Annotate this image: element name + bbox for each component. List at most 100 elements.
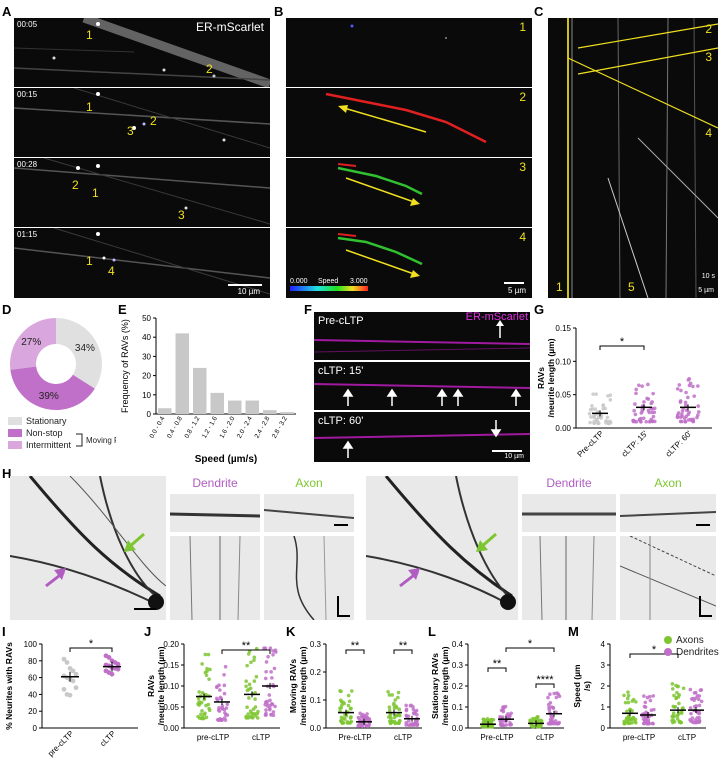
data-point — [678, 399, 683, 403]
data-point — [557, 720, 561, 725]
legend-label: Axons — [676, 635, 704, 646]
data-point — [509, 722, 514, 727]
data-point — [268, 646, 273, 650]
data-point — [697, 711, 702, 716]
neurite-image — [14, 18, 270, 87]
legend-swatch — [8, 429, 22, 437]
frame-f1: Pre-cLTP ER-mScarlet — [314, 312, 530, 360]
y-tick-label: 0.2 — [452, 682, 464, 691]
data-point — [642, 694, 646, 698]
data-point — [678, 415, 683, 419]
data-point — [271, 652, 275, 657]
data-point — [688, 687, 693, 692]
data-point — [633, 402, 637, 406]
x-tick-label: cLTP — [536, 733, 554, 742]
data-point — [411, 707, 416, 712]
data-point — [690, 716, 695, 720]
data-point — [406, 719, 411, 723]
data-point — [347, 699, 352, 704]
y-tick-label: 0.10 — [555, 357, 571, 366]
panel-b-tracks: 1 2 3 4 0.000 Speed 3.000 5 — [286, 18, 532, 298]
data-point — [689, 711, 693, 716]
data-point — [270, 676, 274, 680]
data-point — [222, 691, 227, 696]
frame-a2: 00:15 1 3 2 — [14, 88, 270, 157]
y-tick-label: 50 — [142, 314, 151, 323]
data-point — [406, 714, 411, 718]
frame-number: 4 — [519, 230, 526, 244]
data-point — [338, 706, 342, 711]
data-point — [349, 719, 354, 724]
x-tick-label: 1.2 - 1.6 — [201, 415, 219, 439]
frame-number: 1 — [519, 20, 526, 34]
track-number: 2 — [705, 22, 712, 36]
significance-label: **** — [536, 674, 554, 686]
data-point — [645, 396, 649, 401]
plot-group: 0 20 40 60 80 100 % Neurites with RAVs pre-cLTP… — [4, 638, 138, 758]
data-point — [397, 712, 401, 717]
data-point — [254, 674, 259, 679]
data-point — [548, 692, 552, 697]
data-point — [64, 660, 70, 665]
data-point — [223, 664, 228, 669]
data-point — [70, 668, 76, 674]
data-point — [628, 717, 633, 722]
data-point — [268, 698, 272, 703]
pie-slice — [10, 318, 57, 370]
data-point — [222, 707, 227, 712]
data-point — [500, 723, 504, 727]
data-point — [356, 723, 361, 727]
data-point — [252, 658, 256, 663]
data-point — [115, 661, 121, 667]
data-point — [387, 715, 391, 719]
data-point — [601, 403, 605, 408]
legend-bracket — [76, 433, 83, 447]
dendrite-label: Dendrite — [546, 476, 592, 490]
data-point — [404, 708, 409, 713]
x-tick-label: pre-cLTP — [46, 729, 75, 758]
data-point — [272, 666, 277, 671]
data-point — [691, 419, 695, 423]
data-point — [631, 697, 636, 702]
data-point — [504, 723, 509, 727]
data-point — [625, 709, 629, 714]
data-point — [649, 401, 654, 406]
data-point — [61, 686, 67, 692]
plot-group: 0.0 0.1 0.2 0.3 0.4 Stationary RAVs /neurite … — [430, 638, 564, 742]
mark-1: 1 — [86, 100, 93, 114]
data-point — [246, 712, 250, 716]
mark-3: 3 — [178, 208, 185, 222]
data-point — [674, 696, 679, 700]
condition-label: cLTP: 60' — [318, 415, 364, 427]
panel-label-c: C — [534, 4, 544, 19]
panel-label-l: L — [428, 624, 436, 639]
data-point — [388, 712, 393, 717]
data-point — [634, 391, 638, 396]
y-tick-label: 0.3 — [310, 640, 322, 649]
axon-label: Axon — [654, 476, 682, 490]
x-tick-label: Pre-cLTP — [480, 733, 513, 742]
legend-marker — [664, 636, 672, 644]
data-point — [249, 660, 253, 665]
mark-1: 1 — [86, 254, 93, 268]
data-point — [393, 721, 398, 726]
neurite-image — [14, 228, 270, 295]
data-point — [204, 692, 208, 697]
x-tick-label: 2.4 - 2.8 — [253, 415, 271, 439]
y-tick-label: 10 — [142, 391, 151, 400]
data-point — [628, 707, 632, 712]
y-tick-label: 20 — [28, 707, 37, 716]
frame-a1: 00:05 ER-mScarlet 1 2 — [14, 18, 270, 87]
scale-bar — [228, 284, 262, 286]
frame-b1: 1 — [286, 18, 532, 87]
track-number: 4 — [705, 126, 712, 140]
data-point — [73, 685, 79, 691]
data-point — [699, 699, 704, 704]
panel-label-d: D — [2, 302, 12, 317]
y-tick-label: 4 — [601, 640, 606, 649]
significance-label: ** — [399, 640, 408, 652]
data-point — [207, 708, 212, 713]
y-tick-label: 0.0 — [310, 724, 322, 733]
data-point — [197, 690, 201, 694]
significance-label: ** — [242, 640, 251, 652]
